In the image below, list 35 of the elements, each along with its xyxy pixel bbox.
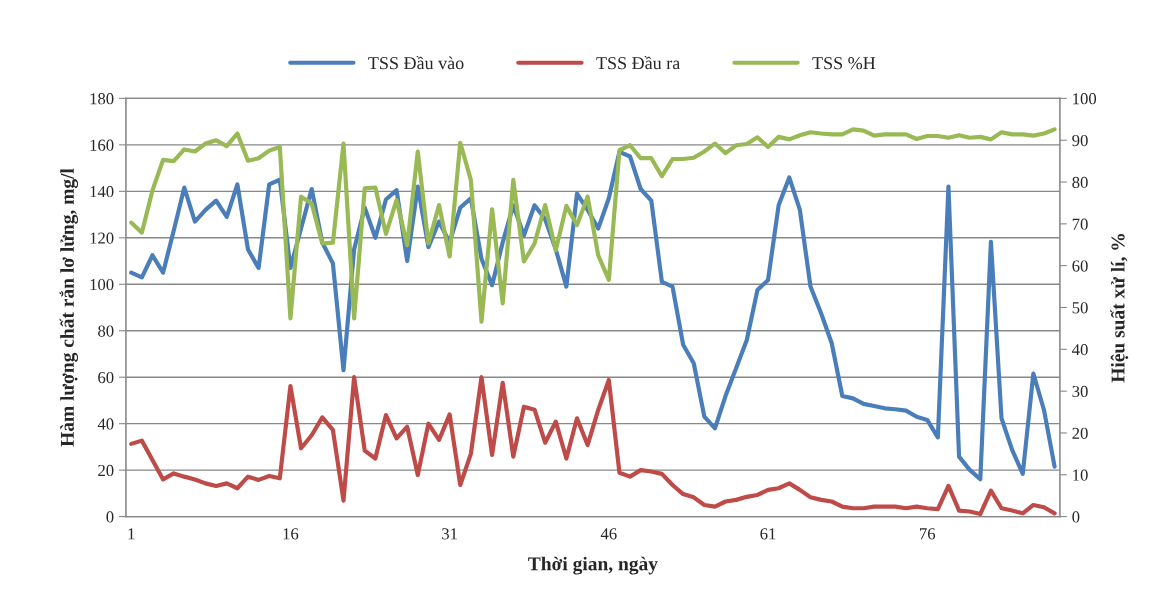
- y2-tick-label: 100: [1073, 93, 1097, 105]
- y-tick-label: 40: [97, 418, 114, 430]
- y-tick-label: 120: [90, 232, 114, 244]
- y-tick-label: 80: [98, 325, 114, 337]
- line-series: [129, 127, 1057, 324]
- x-tick-label: 76: [919, 528, 936, 540]
- y-tick-label: 180: [90, 93, 114, 105]
- legend-label: TSS Đầu ra: [596, 56, 680, 70]
- y2-tick-label: 40: [1072, 344, 1088, 356]
- x-tick-label: 1: [128, 528, 135, 540]
- y2-tick-label: 70: [1072, 218, 1088, 230]
- x-axis-title: Thời gian, ngày: [528, 556, 658, 575]
- y-tick-label: 160: [90, 139, 114, 151]
- y-tick-label: 60: [98, 371, 114, 384]
- y-tick-label: 0: [106, 511, 114, 523]
- y2-tick-label: 50: [1072, 302, 1088, 314]
- legend-label: TSS Đầu vào: [368, 56, 464, 70]
- y2-tick-label: 30: [1072, 385, 1088, 398]
- y2-tick-label: 0: [1072, 511, 1080, 523]
- line-series: [129, 375, 1057, 517]
- y2-tick-label: 10: [1073, 469, 1088, 481]
- legend-label: TSS %H: [812, 57, 876, 70]
- y2-tick-label: 20: [1072, 427, 1088, 439]
- x-tick-label: 46: [600, 528, 617, 540]
- x-tick-label: 61: [760, 528, 776, 540]
- x-tick-label: 31: [442, 528, 457, 540]
- y-axis-title: Hàm lượng chất rắn lơ lửng, mg/l: [59, 168, 79, 447]
- y-tick-label: 140: [90, 186, 114, 198]
- y2-tick-label: 90: [1072, 134, 1088, 147]
- y2-tick-label: 80: [1072, 176, 1088, 188]
- x-tick-label: 16: [283, 528, 299, 540]
- y-tick-label: 20: [98, 464, 114, 477]
- y2-axis-title: Hiệu suất xử lí, %: [1110, 234, 1129, 383]
- y-tick-label: 100: [90, 278, 114, 291]
- y2-tick-label: 60: [1072, 260, 1088, 272]
